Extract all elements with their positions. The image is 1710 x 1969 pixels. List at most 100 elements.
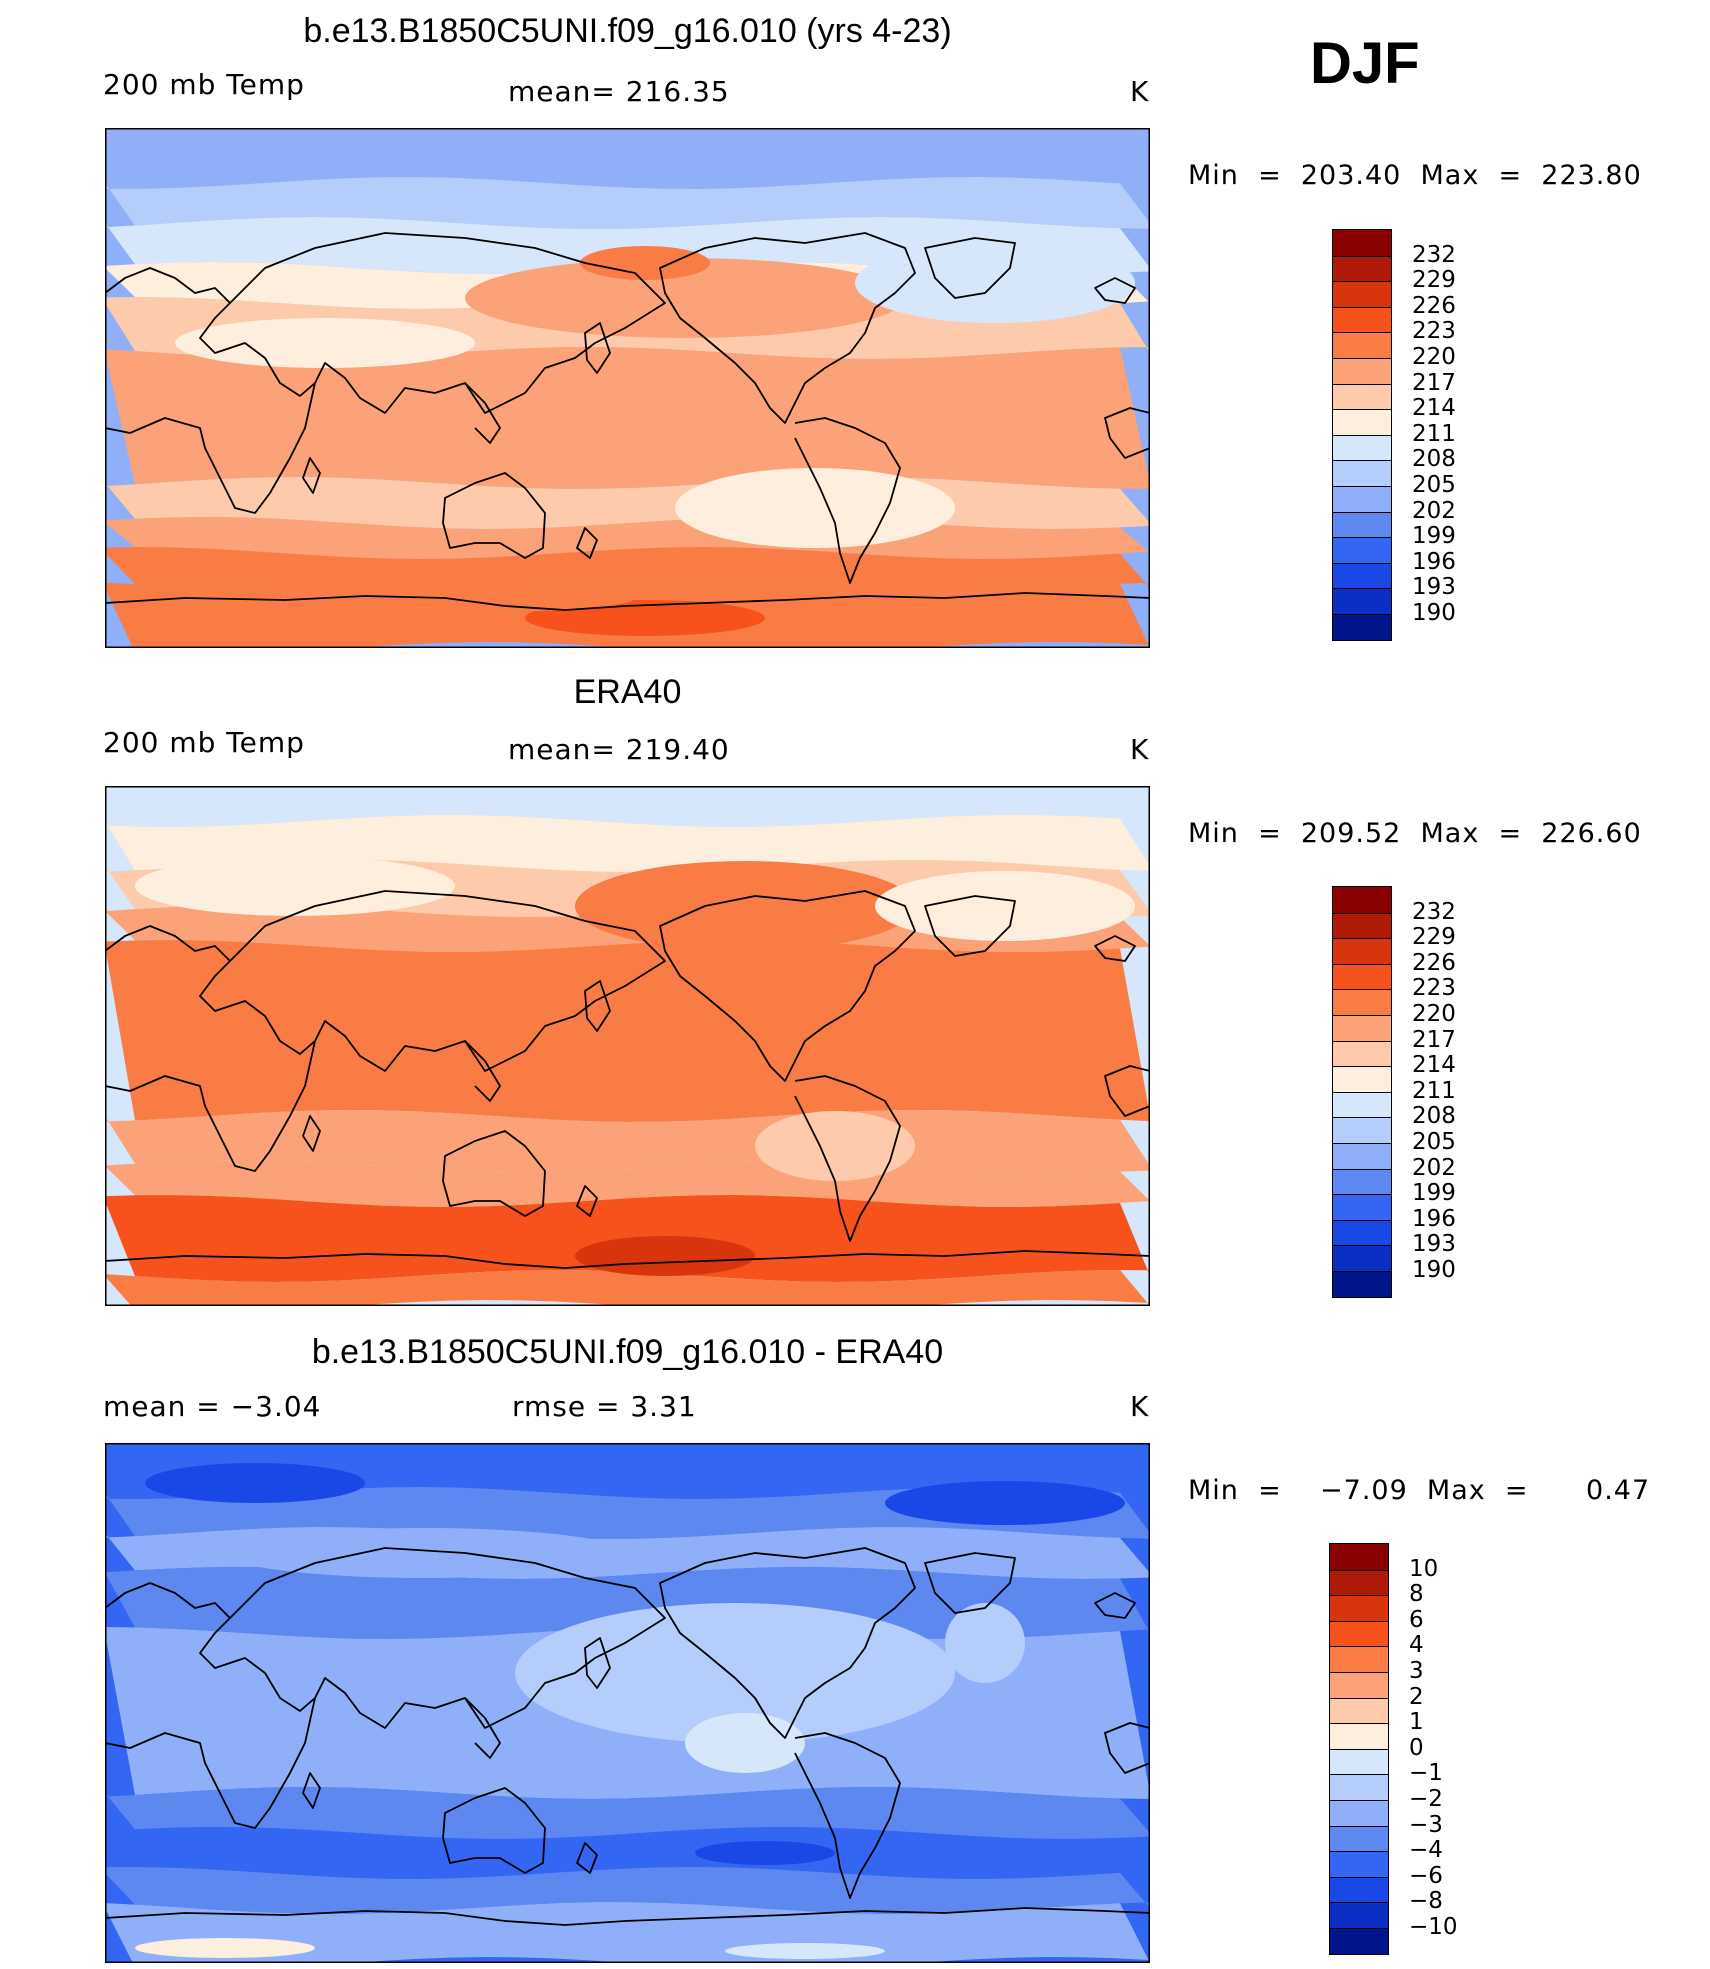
colorbar-swatch (1330, 1620, 1388, 1647)
colorbar-tick-label: 190 (1412, 1257, 1456, 1283)
coastline (229, 232, 666, 414)
colorbar-tick-label: −10 (1409, 1914, 1458, 1940)
coastline (464, 1697, 501, 1759)
coastline (229, 1547, 666, 1729)
contour-band (105, 1270, 1150, 1306)
contour-region (225, 1528, 625, 1578)
contour-band (105, 1567, 1150, 1639)
contour-region (515, 1603, 955, 1743)
contour-band (105, 1827, 1150, 1879)
colorbar-swatch (1333, 511, 1391, 538)
colorbar-swatch (1330, 1799, 1388, 1826)
colorbar-tick-label: 1 (1409, 1709, 1424, 1736)
colorbar-tick-label: −6 (1409, 1862, 1443, 1889)
coastline (659, 1547, 916, 1739)
colorbar-swatch (1333, 409, 1391, 435)
colorbar-swatch (1333, 1040, 1391, 1067)
colorbar-tick-label: 3 (1409, 1658, 1424, 1684)
colorbar-tick-label: 220 (1412, 1001, 1456, 1027)
colorbar-tick-label: 205 (1412, 472, 1456, 498)
colorbar-swatch (1333, 562, 1391, 589)
colorbar-tick-label: −1 (1409, 1760, 1443, 1787)
coastline (576, 1842, 598, 1874)
colorbar-tick-label: 211 (1412, 420, 1456, 447)
map-frame (105, 1443, 1150, 1963)
colorbar-swatch (1333, 1117, 1391, 1143)
coastline (302, 1115, 321, 1152)
coastline (1094, 277, 1136, 304)
coastline (105, 1907, 1150, 1926)
coastline (924, 895, 1016, 957)
colorbar-tick-label: −3 (1409, 1811, 1443, 1838)
colorbar-cells (1332, 886, 1392, 1298)
map-frame (105, 128, 1150, 648)
colorbar-tick-label: −8 (1409, 1888, 1443, 1915)
contour-region (580, 246, 710, 280)
colorbar-swatch (1330, 1927, 1388, 1954)
panel-3-min-max: Min = −7.09 Max = 0.47 (1188, 1475, 1651, 1506)
colorbar-swatch (1333, 912, 1391, 939)
contour-region (465, 258, 905, 338)
map-canvas (105, 1443, 1150, 1963)
coastline (442, 1787, 546, 1874)
colorbar-tick-label: 229 (1412, 267, 1456, 294)
colorbar-swatch (1333, 306, 1391, 333)
panel-2-min-max: Min = 209.52 Max = 226.60 (1188, 818, 1642, 849)
colorbar-swatch (1333, 230, 1391, 256)
colorbar-tick-label: 193 (1412, 574, 1456, 601)
panel-3-units: K (1130, 1390, 1150, 1423)
colorbar-cells (1329, 1543, 1389, 1955)
colorbar-tick-label: 6 (1409, 1606, 1424, 1633)
colorbar-tick-label: 217 (1412, 369, 1456, 396)
colorbar-swatch (1333, 1219, 1391, 1246)
colorbar-swatch (1333, 460, 1391, 486)
colorbar-swatch (1333, 989, 1391, 1015)
contour-band (105, 177, 1150, 229)
colorbar-swatch (1330, 1774, 1388, 1800)
coastline (1094, 1592, 1136, 1619)
panel-1-title: b.e13.B1850C5UNI.f09_g16.010 (yrs 4-23) (303, 12, 952, 50)
colorbar-swatch (1333, 588, 1391, 614)
coastline (302, 1772, 321, 1809)
colorbar-tick-label: 229 (1412, 924, 1456, 951)
panel-2-units: K (1130, 733, 1150, 766)
colorbar-tick-label: 4 (1409, 1632, 1424, 1659)
colorbar-swatch (1333, 434, 1391, 461)
colorbar-swatch (1333, 332, 1391, 358)
coastline (442, 1130, 546, 1217)
coastline (576, 1185, 598, 1217)
contour-region (685, 1713, 805, 1773)
contour-band (105, 940, 1150, 1122)
colorbar-swatch (1333, 1091, 1391, 1118)
colorbar-swatch (1330, 1902, 1388, 1928)
colorbar-tick-label: 211 (1412, 1077, 1456, 1104)
contour-region (695, 1841, 835, 1865)
coastline (794, 1732, 901, 1899)
colorbar-tick-label: 193 (1412, 1231, 1456, 1258)
colorbar-tick-label: 223 (1412, 975, 1456, 1002)
contour-region (575, 861, 915, 951)
contour-region (145, 1463, 365, 1503)
colorbar-tick-label: 0 (1409, 1734, 1424, 1761)
coastline (924, 1552, 1016, 1614)
contour-band (105, 1902, 1150, 1963)
colorbar-tick-label: 199 (1412, 523, 1456, 550)
colorbar-swatch (1333, 1168, 1391, 1195)
panel-1-map (105, 128, 1150, 648)
coastline (1104, 407, 1150, 459)
coastline (442, 472, 546, 559)
contour-region (675, 468, 955, 548)
colorbar-tick-label: 199 (1412, 1180, 1456, 1207)
panel-1-units: K (1130, 75, 1150, 108)
colorbar-tick-label: 196 (1412, 1205, 1456, 1232)
colorbar-swatch (1333, 1270, 1391, 1297)
colorbar-swatch (1333, 1066, 1391, 1092)
contour-band (105, 786, 1150, 827)
colorbar-swatch (1333, 1245, 1391, 1271)
coastline (105, 925, 316, 1172)
coastline (464, 382, 501, 444)
contour-region (575, 1236, 755, 1276)
colorbar-swatch (1333, 357, 1391, 384)
colorbar-tick-label: 220 (1412, 344, 1456, 370)
